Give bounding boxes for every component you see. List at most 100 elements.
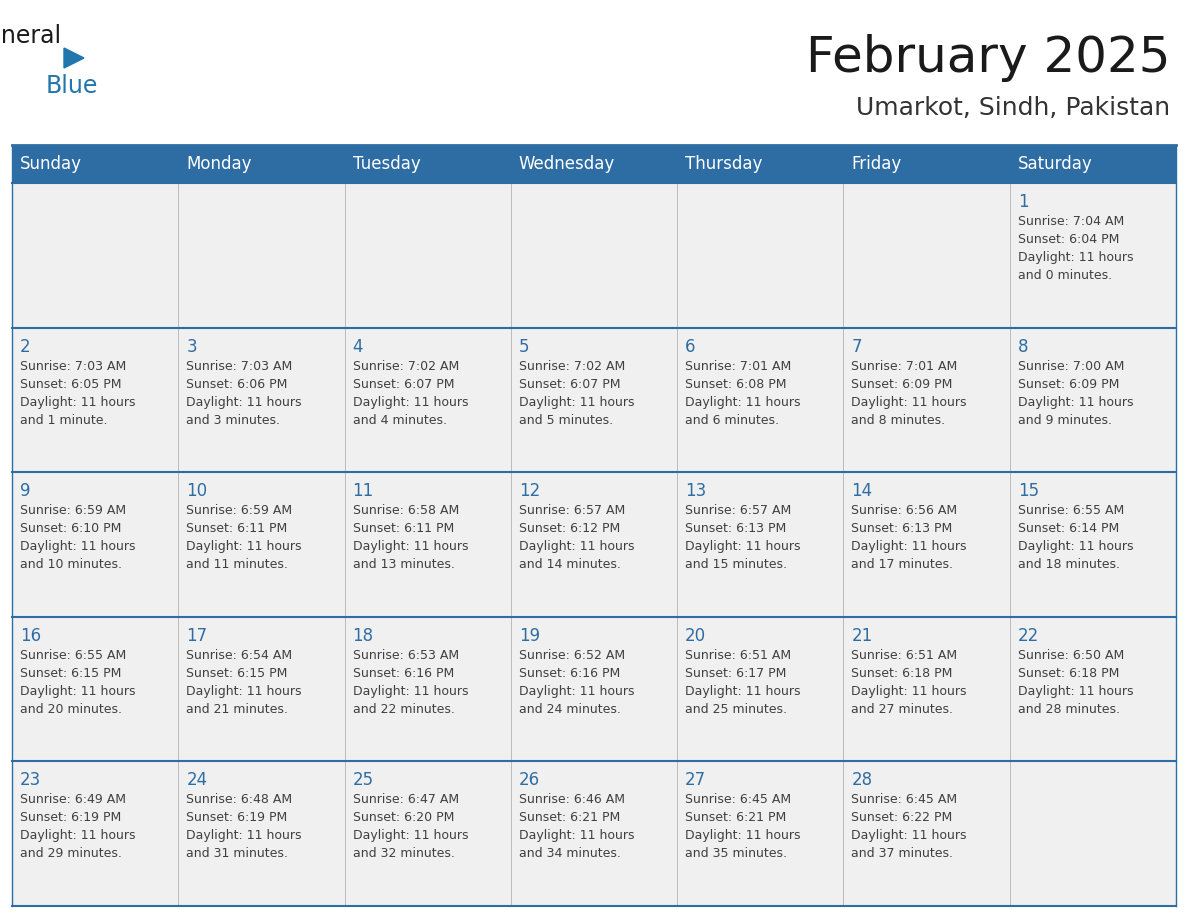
Bar [843, 761, 1010, 906]
Text: 3: 3 [187, 338, 197, 355]
Text: and 13 minutes.: and 13 minutes. [353, 558, 455, 571]
Text: Sunset: 6:07 PM: Sunset: 6:07 PM [353, 377, 454, 390]
Text: 21: 21 [852, 627, 873, 644]
Bar [511, 183, 677, 328]
Text: Daylight: 11 hours: Daylight: 11 hours [20, 396, 135, 409]
Text: Sunset: 6:10 PM: Sunset: 6:10 PM [20, 522, 121, 535]
Text: and 34 minutes.: and 34 minutes. [519, 847, 621, 860]
Text: Sunset: 6:18 PM: Sunset: 6:18 PM [1018, 666, 1119, 680]
Bar [677, 328, 843, 472]
Text: 1: 1 [1018, 193, 1029, 211]
Text: and 37 minutes.: and 37 minutes. [852, 847, 954, 860]
Polygon shape [64, 48, 84, 68]
Text: Sunrise: 6:47 AM: Sunrise: 6:47 AM [353, 793, 459, 806]
Bar [1010, 761, 1176, 906]
Text: Daylight: 11 hours: Daylight: 11 hours [852, 396, 967, 409]
Text: and 29 minutes.: and 29 minutes. [20, 847, 122, 860]
Text: Sunrise: 6:51 AM: Sunrise: 6:51 AM [685, 649, 791, 662]
Text: 7: 7 [852, 338, 862, 355]
Text: Daylight: 11 hours: Daylight: 11 hours [353, 540, 468, 554]
Text: Sunset: 6:15 PM: Sunset: 6:15 PM [187, 666, 287, 680]
Text: Umarkot, Sindh, Pakistan: Umarkot, Sindh, Pakistan [855, 96, 1170, 120]
Text: Sunset: 6:04 PM: Sunset: 6:04 PM [1018, 233, 1119, 246]
Text: 5: 5 [519, 338, 530, 355]
Text: 22: 22 [1018, 627, 1040, 644]
Text: 19: 19 [519, 627, 541, 644]
Text: Sunset: 6:07 PM: Sunset: 6:07 PM [519, 377, 620, 390]
Text: Sunset: 6:11 PM: Sunset: 6:11 PM [187, 522, 287, 535]
Bar [178, 328, 345, 472]
Text: 4: 4 [353, 338, 364, 355]
Text: Sunrise: 6:55 AM: Sunrise: 6:55 AM [1018, 504, 1124, 517]
Text: and 24 minutes.: and 24 minutes. [519, 703, 621, 716]
Text: 18: 18 [353, 627, 374, 644]
Text: Sunset: 6:17 PM: Sunset: 6:17 PM [685, 666, 786, 680]
Text: and 0 minutes.: and 0 minutes. [1018, 269, 1112, 282]
Text: Sunset: 6:05 PM: Sunset: 6:05 PM [20, 377, 121, 390]
Text: and 21 minutes.: and 21 minutes. [187, 703, 289, 716]
Text: and 6 minutes.: and 6 minutes. [685, 414, 779, 427]
Text: Sunrise: 6:45 AM: Sunrise: 6:45 AM [685, 793, 791, 806]
Text: Sunrise: 6:57 AM: Sunrise: 6:57 AM [685, 504, 791, 517]
Text: Sunrise: 6:48 AM: Sunrise: 6:48 AM [187, 793, 292, 806]
Text: Sunrise: 7:02 AM: Sunrise: 7:02 AM [519, 360, 625, 373]
Text: and 22 minutes.: and 22 minutes. [353, 703, 455, 716]
Text: Sunset: 6:21 PM: Sunset: 6:21 PM [685, 812, 786, 824]
Text: Daylight: 11 hours: Daylight: 11 hours [1018, 540, 1133, 554]
Text: 13: 13 [685, 482, 707, 500]
Text: Daylight: 11 hours: Daylight: 11 hours [519, 685, 634, 698]
Bar [511, 761, 677, 906]
Text: General: General [0, 24, 62, 48]
Text: Daylight: 11 hours: Daylight: 11 hours [1018, 685, 1133, 698]
Text: Sunrise: 6:55 AM: Sunrise: 6:55 AM [20, 649, 126, 662]
Bar [345, 617, 511, 761]
Text: Sunset: 6:12 PM: Sunset: 6:12 PM [519, 522, 620, 535]
Bar [677, 617, 843, 761]
Text: Sunset: 6:16 PM: Sunset: 6:16 PM [353, 666, 454, 680]
Bar [1010, 472, 1176, 617]
Text: Daylight: 11 hours: Daylight: 11 hours [187, 685, 302, 698]
Text: 15: 15 [1018, 482, 1038, 500]
Text: and 8 minutes.: and 8 minutes. [852, 414, 946, 427]
Text: Daylight: 11 hours: Daylight: 11 hours [353, 396, 468, 409]
Text: Sunset: 6:13 PM: Sunset: 6:13 PM [852, 522, 953, 535]
Bar [843, 328, 1010, 472]
Text: and 27 minutes.: and 27 minutes. [852, 703, 954, 716]
Text: 9: 9 [20, 482, 31, 500]
Text: Sunrise: 6:56 AM: Sunrise: 6:56 AM [852, 504, 958, 517]
Text: Daylight: 11 hours: Daylight: 11 hours [187, 829, 302, 843]
Text: 17: 17 [187, 627, 208, 644]
Text: 23: 23 [20, 771, 42, 789]
Text: and 25 minutes.: and 25 minutes. [685, 703, 788, 716]
Text: Sunrise: 6:54 AM: Sunrise: 6:54 AM [187, 649, 292, 662]
Text: Sunset: 6:18 PM: Sunset: 6:18 PM [852, 666, 953, 680]
Text: and 9 minutes.: and 9 minutes. [1018, 414, 1112, 427]
Text: Sunrise: 6:50 AM: Sunrise: 6:50 AM [1018, 649, 1124, 662]
Text: Sunrise: 7:03 AM: Sunrise: 7:03 AM [187, 360, 292, 373]
Text: and 5 minutes.: and 5 minutes. [519, 414, 613, 427]
Bar [843, 472, 1010, 617]
Bar [1010, 617, 1176, 761]
Text: and 3 minutes.: and 3 minutes. [187, 414, 280, 427]
Text: Daylight: 11 hours: Daylight: 11 hours [20, 540, 135, 554]
Text: Sunset: 6:19 PM: Sunset: 6:19 PM [20, 812, 121, 824]
Bar [12, 617, 178, 761]
Text: Monday: Monday [187, 155, 252, 173]
Bar [345, 472, 511, 617]
Text: Sunset: 6:20 PM: Sunset: 6:20 PM [353, 812, 454, 824]
Bar [178, 761, 345, 906]
Text: and 1 minute.: and 1 minute. [20, 414, 107, 427]
Text: 24: 24 [187, 771, 208, 789]
Text: Daylight: 11 hours: Daylight: 11 hours [20, 829, 135, 843]
Bar [345, 328, 511, 472]
Text: Sunrise: 6:45 AM: Sunrise: 6:45 AM [852, 793, 958, 806]
Text: Sunset: 6:15 PM: Sunset: 6:15 PM [20, 666, 121, 680]
Bar [12, 183, 178, 328]
Bar [843, 183, 1010, 328]
Text: Wednesday: Wednesday [519, 155, 615, 173]
Text: 2: 2 [20, 338, 31, 355]
Text: Thursday: Thursday [685, 155, 763, 173]
Text: Sunrise: 6:58 AM: Sunrise: 6:58 AM [353, 504, 459, 517]
Text: Friday: Friday [852, 155, 902, 173]
Text: and 28 minutes.: and 28 minutes. [1018, 703, 1120, 716]
